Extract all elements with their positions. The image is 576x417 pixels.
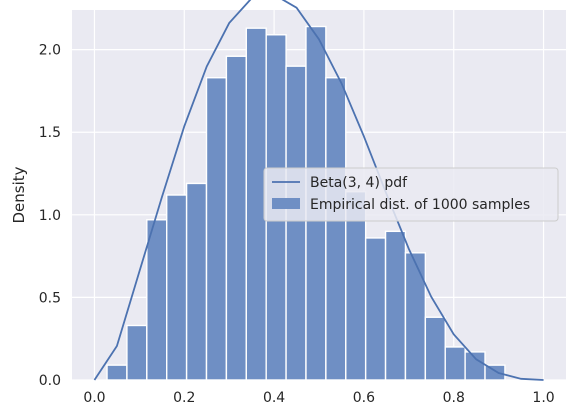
x-tick-label: 0.2: [173, 390, 195, 406]
histogram-bar: [245, 27, 267, 381]
y-tick-label: 0.0: [39, 373, 61, 389]
x-tick-label: 0.0: [83, 390, 105, 406]
pdf-line: [93, 0, 544, 381]
legend-line-label: Beta(3, 4) pdf: [310, 175, 408, 191]
x-tick-label: 0.8: [443, 390, 465, 406]
legend-bar-swatch: [272, 198, 300, 209]
histogram-bar: [126, 324, 148, 381]
y-tick-label: 0.5: [39, 290, 61, 306]
histogram-bars: [106, 25, 506, 381]
histogram-bar: [464, 351, 486, 381]
histogram-bar: [325, 77, 347, 381]
y-tick-labels: 0.0 0.5 1.0 1.5 2.0: [39, 43, 61, 389]
legend-bar-label: Empirical dist. of 1000 samples: [310, 197, 530, 213]
histogram-bar: [285, 65, 307, 381]
y-axis-label: Density: [10, 166, 28, 223]
histogram-bar: [384, 230, 407, 381]
y-tick-label: 2.0: [39, 43, 61, 59]
x-tick-labels: 0.0 0.2 0.4 0.6 0.8 1.0: [83, 390, 554, 406]
histogram-bar: [364, 237, 387, 381]
histogram-bar: [444, 346, 466, 381]
legend-box: [263, 167, 559, 222]
x-tick-label: 0.6: [353, 390, 375, 406]
histogram-bar: [166, 194, 188, 381]
histogram-bar: [404, 252, 427, 381]
histogram-bar: [146, 219, 168, 381]
histogram-bar: [185, 182, 208, 381]
x-tick-label: 1.0: [532, 390, 554, 406]
y-tick-label: 1.0: [39, 208, 61, 224]
histogram-bar: [205, 77, 228, 381]
histogram-bar: [424, 316, 446, 381]
legend: Beta(3, 4) pdf Empirical dist. of 1000 s…: [263, 167, 559, 222]
y-tick-label: 1.5: [39, 125, 61, 141]
histogram-bar: [484, 364, 506, 381]
x-tick-label: 0.4: [263, 390, 285, 406]
histogram-bar: [106, 364, 128, 381]
histogram-bar: [225, 55, 247, 381]
